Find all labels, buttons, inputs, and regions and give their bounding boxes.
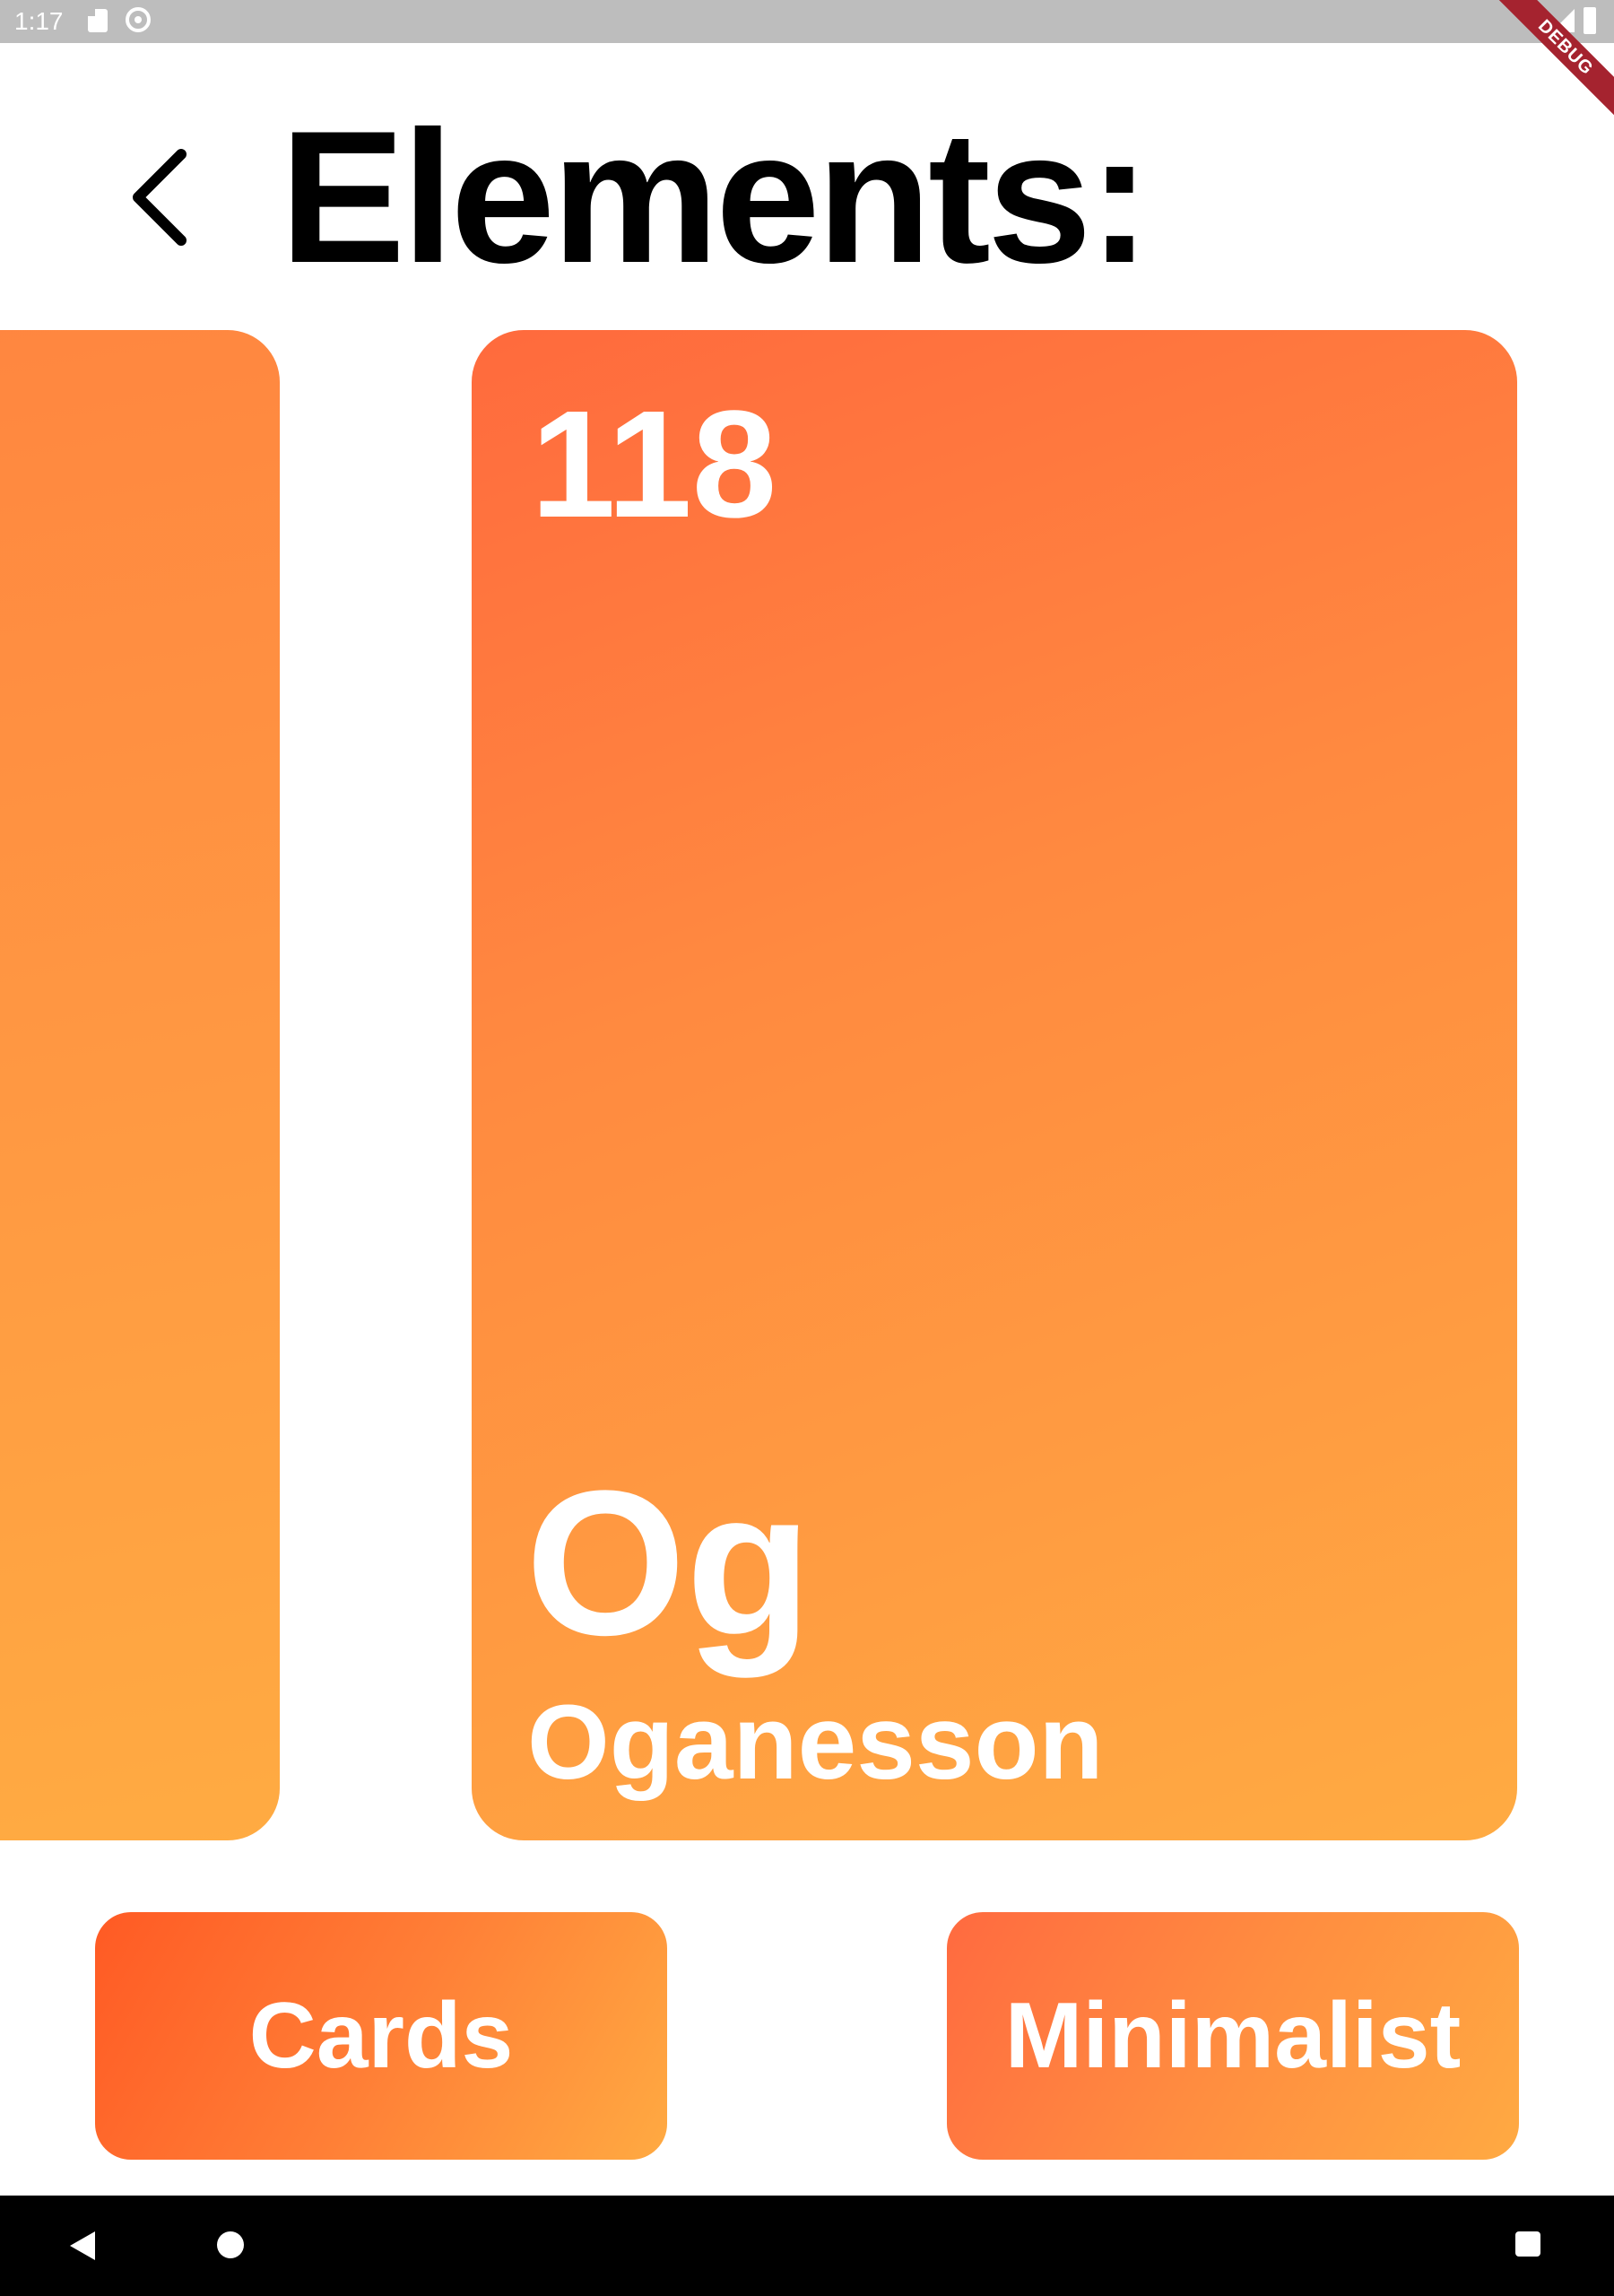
atomic-number: 118 (531, 379, 777, 550)
element-card-current[interactable]: 118 Og Oganesson (472, 330, 1517, 1840)
element-name: Oganesson (527, 1683, 1104, 1802)
page-title: Elements: (280, 91, 1151, 302)
nav-home-icon[interactable] (217, 2231, 244, 2258)
element-symbol: Og (525, 1448, 812, 1678)
cards-mode-button[interactable]: Cards (95, 1912, 667, 2160)
system-navigation-bar (0, 2196, 1614, 2296)
status-time: 1:17 (14, 7, 64, 35)
minimalist-mode-button[interactable]: Minimalist (947, 1912, 1519, 2160)
sd-card-icon (88, 9, 108, 32)
back-button[interactable] (126, 144, 197, 251)
nav-back-icon[interactable] (70, 2231, 95, 2260)
element-card-previous[interactable] (0, 330, 280, 1840)
sync-icon (126, 7, 151, 32)
chevron-left-icon (133, 149, 187, 246)
battery-icon (1584, 7, 1596, 34)
nav-recents-icon[interactable] (1515, 2231, 1540, 2257)
status-bar: 1:17 (0, 0, 1614, 43)
